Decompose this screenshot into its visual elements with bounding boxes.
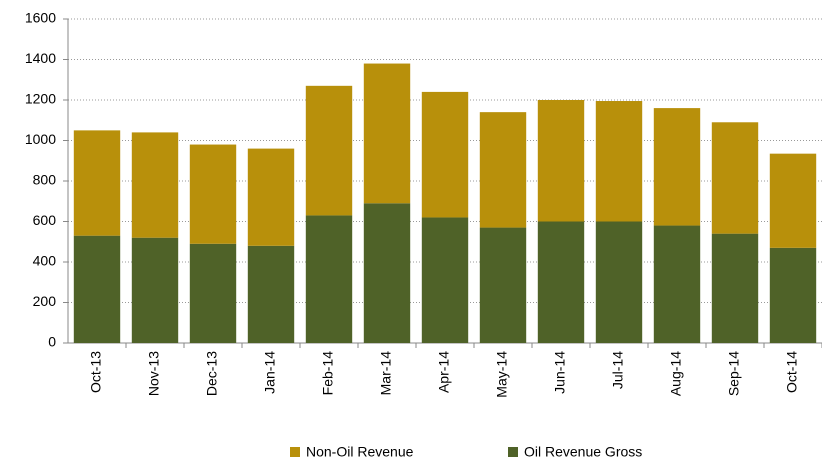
x-tick-label: Jan-14 <box>262 351 278 394</box>
y-tick-label: 800 <box>33 172 57 188</box>
y-tick-label: 400 <box>33 253 57 269</box>
bar-segment <box>537 100 585 222</box>
x-tick-label: Mar-14 <box>378 351 394 396</box>
x-tick-label: Nov-13 <box>146 351 162 396</box>
bar-segment <box>363 63 411 204</box>
bar-segment <box>363 203 411 343</box>
x-tick-label: Aug-14 <box>668 351 684 396</box>
x-tick-label: Dec-13 <box>204 351 220 396</box>
legend-label: Non-Oil Revenue <box>306 444 414 460</box>
bar-segment <box>711 233 759 343</box>
x-tick-label: Oct-14 <box>784 351 800 393</box>
bar-segment <box>305 215 353 343</box>
x-tick-label: Apr-14 <box>436 351 452 393</box>
bar-segment <box>479 112 527 228</box>
bar-segment <box>479 227 527 343</box>
bar-segment <box>537 221 585 343</box>
bar-segment <box>421 91 469 218</box>
bar-segment <box>73 130 121 236</box>
bar-segment <box>653 108 701 226</box>
bar-segment <box>653 225 701 343</box>
y-tick-label: 1200 <box>25 91 56 107</box>
x-tick-label: Jul-14 <box>610 351 626 389</box>
y-tick-label: 1400 <box>25 50 56 66</box>
bar-segment <box>131 132 179 238</box>
x-tick-label: Sep-14 <box>726 351 742 396</box>
bar-segment <box>247 148 295 246</box>
legend-swatch <box>290 447 300 457</box>
y-tick-label: 1000 <box>25 131 56 147</box>
bar-segment <box>305 85 353 216</box>
legend-label: Oil Revenue Gross <box>524 444 642 460</box>
x-tick-label: Jun-14 <box>552 351 568 394</box>
x-tick-label: May-14 <box>494 351 510 398</box>
bar-segment <box>595 221 643 343</box>
bar-segment <box>421 217 469 343</box>
bar-segment <box>247 245 295 343</box>
y-tick-label: 1600 <box>25 10 56 26</box>
y-tick-label: 600 <box>33 212 57 228</box>
bar-segment <box>769 153 817 248</box>
x-tick-label: Feb-14 <box>320 351 336 396</box>
y-tick-label: 0 <box>48 334 56 350</box>
bar-segment <box>595 101 643 222</box>
bar-segment <box>711 122 759 234</box>
x-tick-label: Oct-13 <box>88 351 104 393</box>
bar-segment <box>189 243 237 343</box>
bar-segment <box>131 237 179 343</box>
legend-swatch <box>508 447 518 457</box>
bar-segment <box>73 235 121 343</box>
bar-segment <box>769 247 817 343</box>
bar-segment <box>189 144 237 244</box>
y-tick-label: 200 <box>33 293 57 309</box>
